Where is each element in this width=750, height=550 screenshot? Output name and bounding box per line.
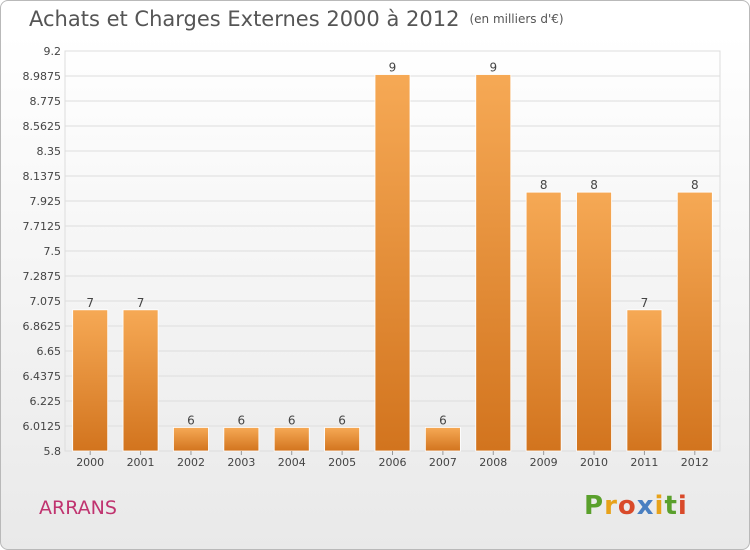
logo-letter: t	[664, 491, 678, 521]
y-tick-label: 8.775	[30, 95, 62, 108]
x-tick-label: 2003	[227, 456, 255, 469]
x-tick-label: 2009	[530, 456, 558, 469]
x-tick-label: 2010	[580, 456, 608, 469]
bar-2011	[626, 309, 663, 452]
y-tick-label: 7.7125	[23, 220, 62, 233]
x-tick-label: 2007	[429, 456, 457, 469]
logo-letter: o	[617, 491, 637, 521]
data-label: 8	[540, 178, 548, 192]
x-tick-label: 2002	[177, 456, 205, 469]
y-tick-label: 8.5625	[23, 120, 62, 133]
data-label: 6	[439, 413, 447, 427]
y-tick-label: 8.9875	[23, 70, 62, 83]
y-tick-label: 7.075	[30, 295, 62, 308]
data-label: 6	[238, 413, 246, 427]
bar-2001	[122, 309, 159, 452]
x-tick-label: 2000	[76, 456, 104, 469]
data-label: 8	[691, 178, 699, 192]
bar-2002	[173, 427, 209, 452]
chart-title: Achats et Charges Externes 2000 à 2012 (e…	[29, 7, 564, 31]
y-tick-label: 7.5	[44, 245, 62, 258]
y-tick-label: 6.4375	[23, 370, 62, 383]
x-tick-label: 2011	[630, 456, 658, 469]
y-tick-label: 5.8	[44, 445, 62, 458]
data-label: 6	[288, 413, 296, 427]
x-tick-label: 2008	[479, 456, 507, 469]
bar-2007	[424, 427, 461, 452]
data-label: 6	[187, 413, 195, 427]
bar-2004	[273, 427, 310, 452]
x-tick-label: 2004	[278, 456, 306, 469]
bar-2006	[374, 74, 411, 452]
y-tick-label: 6.225	[30, 395, 62, 408]
y-tick-label: 9.2	[44, 45, 62, 58]
y-tick-label: 8.35	[37, 145, 62, 158]
y-tick-label: 7.925	[30, 195, 62, 208]
data-label: 7	[641, 296, 649, 310]
bar-2010	[576, 191, 612, 452]
logo-letter: x	[636, 491, 655, 521]
y-tick-label: 6.65	[37, 345, 62, 358]
logo-letter: i	[677, 491, 688, 521]
x-tick-label: 2001	[127, 456, 155, 469]
data-label: 7	[137, 296, 145, 310]
data-label: 9	[389, 61, 397, 75]
logo-letter: r	[604, 491, 618, 521]
bar-2009	[525, 191, 562, 452]
bar-2008	[475, 74, 512, 452]
bar-2003	[223, 427, 260, 452]
x-tick-label: 2006	[379, 456, 407, 469]
commune-name: ARRANS	[39, 497, 117, 519]
chart-unit: (en milliers d'€)	[469, 12, 564, 26]
bar-2012	[676, 191, 713, 452]
data-label: 7	[86, 296, 94, 310]
x-tick-label: 2012	[681, 456, 709, 469]
chart-title-text: Achats et Charges Externes 2000 à 2012	[29, 7, 460, 31]
bar-2005	[324, 427, 361, 452]
y-tick-label: 6.0125	[23, 420, 62, 433]
x-tick-label: 2005	[328, 456, 356, 469]
data-label: 6	[338, 413, 346, 427]
y-tick-label: 8.1375	[23, 170, 62, 183]
logo-letter: i	[654, 491, 665, 521]
y-tick-label: 7.2875	[23, 270, 62, 283]
data-label: 9	[489, 61, 497, 75]
logo-letter: P	[584, 491, 605, 521]
y-tick-label: 6.8625	[23, 320, 62, 333]
proxiti-logo: Proxiti	[584, 491, 688, 521]
data-label: 8	[590, 178, 598, 192]
bar-2000	[72, 309, 109, 452]
